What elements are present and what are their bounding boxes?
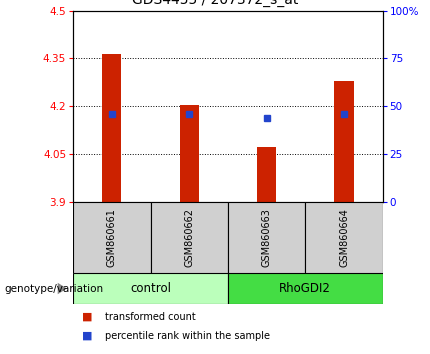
Bar: [179, 105, 199, 202]
Bar: [305, 202, 383, 273]
Text: GDS4455 / 207372_s_at: GDS4455 / 207372_s_at: [132, 0, 298, 7]
Text: ■: ■: [82, 331, 92, 341]
Bar: [73, 202, 150, 273]
Bar: [73, 273, 228, 304]
Text: GSM860664: GSM860664: [339, 208, 349, 267]
Polygon shape: [58, 283, 67, 294]
Text: GSM860663: GSM860663: [261, 208, 272, 267]
Bar: [102, 54, 121, 202]
Text: control: control: [130, 282, 171, 295]
Bar: [228, 273, 383, 304]
Bar: [257, 147, 276, 202]
Text: genotype/variation: genotype/variation: [4, 284, 104, 293]
Text: transformed count: transformed count: [105, 312, 196, 321]
Bar: [334, 81, 353, 202]
Text: ■: ■: [82, 312, 92, 321]
Text: RhoGDI2: RhoGDI2: [280, 282, 331, 295]
Bar: [228, 202, 305, 273]
Bar: [150, 202, 228, 273]
Text: percentile rank within the sample: percentile rank within the sample: [105, 331, 270, 341]
Text: GSM860662: GSM860662: [184, 208, 194, 267]
Text: GSM860661: GSM860661: [107, 208, 117, 267]
